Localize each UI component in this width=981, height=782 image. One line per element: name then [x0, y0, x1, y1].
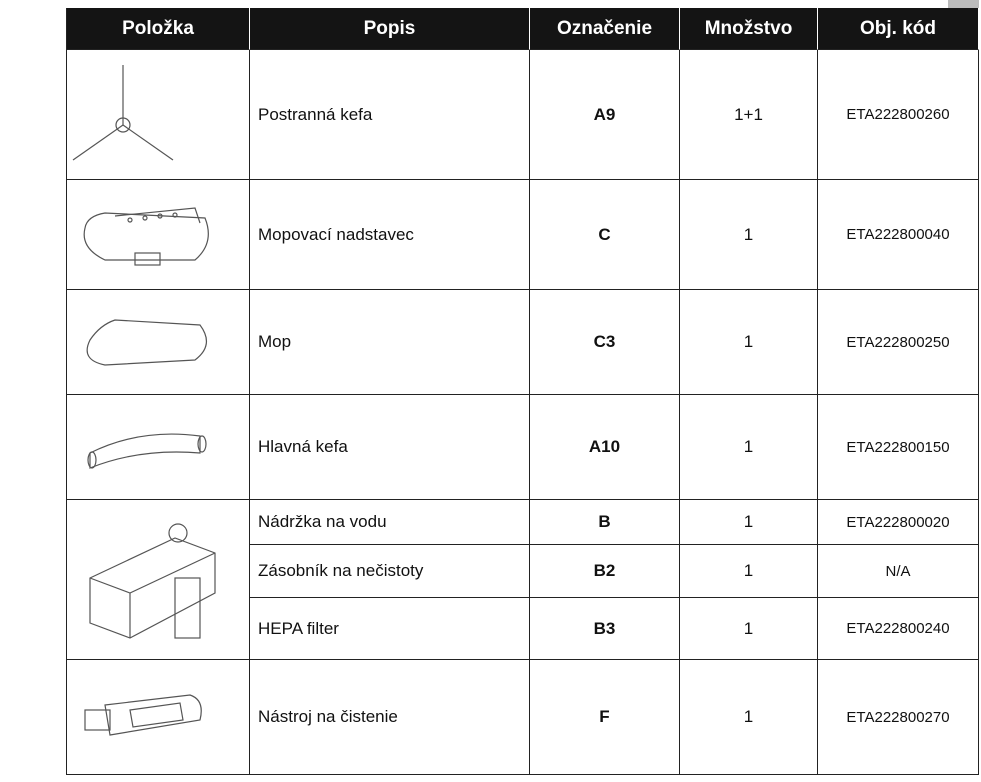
- quantity-cell: 1: [680, 660, 818, 775]
- corner-tab: [948, 0, 979, 8]
- image-cell: [67, 395, 250, 500]
- quantity-cell: 1: [680, 545, 818, 598]
- cleaning-tool-image: [84, 694, 202, 736]
- order-code-cell: ETA222800250: [818, 290, 979, 395]
- designation-cell: B3: [530, 598, 680, 660]
- description-cell: Postranná kefa: [250, 50, 530, 180]
- designation-cell: F: [530, 660, 680, 775]
- image-cell: [67, 660, 250, 775]
- quantity-cell: 1: [680, 180, 818, 290]
- designation-cell: C: [530, 180, 680, 290]
- description-cell: Nádržka na vodu: [250, 500, 530, 545]
- quantity-cell: 1: [680, 290, 818, 395]
- order-code-cell: ETA222800040: [818, 180, 979, 290]
- header-cell: Obj. kód: [818, 8, 979, 50]
- order-code-cell: N/A: [818, 545, 979, 598]
- quantity-cell: 1+1: [680, 50, 818, 180]
- header-cell: Popis: [250, 8, 530, 50]
- table-border: [66, 8, 67, 775]
- description-cell: Nástroj na čistenie: [250, 660, 530, 775]
- image-cell: [67, 500, 250, 660]
- designation-cell: C3: [530, 290, 680, 395]
- designation-cell: B2: [530, 545, 680, 598]
- header-cell: Označenie: [530, 8, 680, 50]
- quantity-cell: 1: [680, 395, 818, 500]
- description-cell: Zásobník na nečistoty: [250, 545, 530, 598]
- image-cell: [67, 290, 250, 395]
- order-code-cell: ETA222800260: [818, 50, 979, 180]
- quantity-cell: 1: [680, 598, 818, 660]
- dustbin-image: [89, 523, 216, 639]
- main-brush-image: [87, 433, 207, 469]
- description-cell: Mop: [250, 290, 530, 395]
- description-cell: Hlavná kefa: [250, 395, 530, 500]
- mop-image: [86, 319, 207, 366]
- image-cell: [67, 180, 250, 290]
- description-cell: Mopovací nadstavec: [250, 180, 530, 290]
- designation-cell: A9: [530, 50, 680, 180]
- order-code-cell: ETA222800240: [818, 598, 979, 660]
- side-brush-image: [72, 65, 174, 161]
- mop-holder-image: [83, 207, 209, 266]
- order-code-cell: ETA222800020: [818, 500, 979, 545]
- designation-cell: B: [530, 500, 680, 545]
- order-code-cell: ETA222800270: [818, 660, 979, 775]
- header-cell: Položka: [67, 8, 250, 50]
- order-code-cell: ETA222800150: [818, 395, 979, 500]
- header-cell: Množstvo: [680, 8, 818, 50]
- designation-cell: A10: [530, 395, 680, 500]
- quantity-cell: 1: [680, 500, 818, 545]
- image-cell: [67, 50, 250, 180]
- description-cell: HEPA filter: [250, 598, 530, 660]
